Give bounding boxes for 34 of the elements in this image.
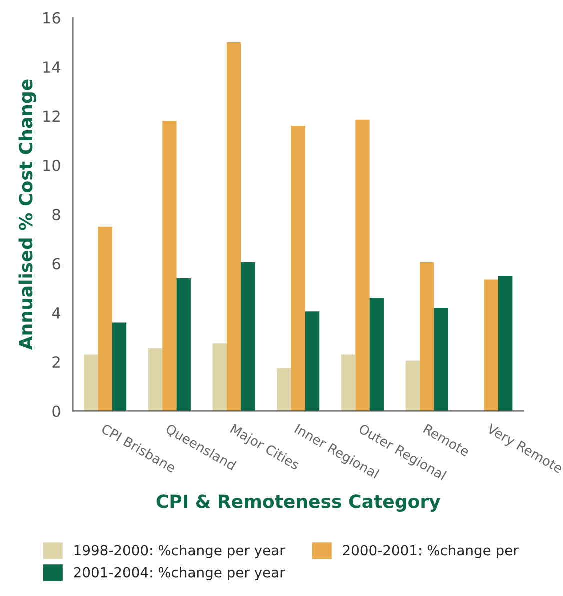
y-tick-label: 2 bbox=[52, 356, 60, 368]
y-tick-label: 8 bbox=[52, 209, 60, 221]
bar bbox=[212, 344, 227, 412]
y-tick-label: 0 bbox=[52, 406, 60, 418]
y-tick-label: 10 bbox=[44, 160, 60, 172]
legend-label: 1998-2000: %change per year bbox=[74, 544, 286, 558]
bar bbox=[291, 126, 306, 412]
legend-label: 2000-2001: %change per bbox=[343, 544, 519, 558]
y-tick-label: 6 bbox=[52, 258, 60, 270]
bar bbox=[162, 121, 177, 412]
bar bbox=[305, 312, 320, 412]
bar bbox=[84, 354, 98, 412]
x-axis-title: CPI & Remoteness Category bbox=[156, 494, 441, 512]
bar bbox=[370, 298, 384, 412]
y-tick-label: 14 bbox=[44, 62, 61, 73]
bar bbox=[498, 276, 513, 412]
y-tick-label: 4 bbox=[52, 308, 61, 319]
legend-label: 2001-2004: %change per year bbox=[74, 567, 286, 580]
bar bbox=[342, 354, 356, 412]
bar bbox=[98, 226, 112, 412]
bar bbox=[112, 322, 127, 412]
bar bbox=[148, 348, 163, 412]
bar bbox=[356, 120, 370, 412]
bar bbox=[241, 262, 256, 412]
y-tick-label: 12 bbox=[44, 110, 60, 122]
bar bbox=[434, 308, 448, 412]
bar bbox=[277, 368, 292, 412]
y-axis-title: Annualised % Cost Change bbox=[18, 80, 36, 350]
bar bbox=[226, 42, 242, 412]
bar bbox=[484, 280, 498, 412]
bar bbox=[420, 262, 434, 412]
bar bbox=[176, 278, 191, 412]
y-tick-label: 16 bbox=[44, 12, 60, 24]
bar bbox=[406, 360, 420, 412]
